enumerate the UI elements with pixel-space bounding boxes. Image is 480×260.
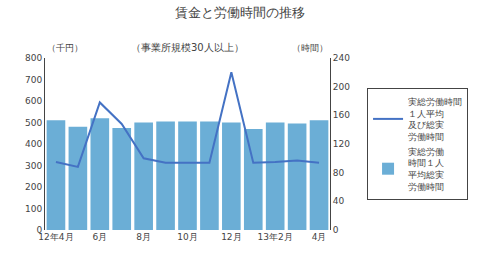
svg-text:8月: 8月 xyxy=(136,232,151,242)
svg-text:4月: 4月 xyxy=(312,232,327,242)
svg-text:13年2月: 13年2月 xyxy=(258,232,293,242)
svg-text:0: 0 xyxy=(333,225,339,235)
svg-text:300: 300 xyxy=(25,161,42,171)
svg-text:実総労働時間１人平均及び総実労働時間: 実総労働時間１人平均及び総実労働時間 xyxy=(408,97,462,142)
svg-text:100: 100 xyxy=(25,204,42,214)
svg-text:700: 700 xyxy=(25,75,42,85)
svg-text:10月: 10月 xyxy=(177,232,197,242)
svg-text:12年4月: 12年4月 xyxy=(38,232,73,242)
svg-text:（千円）: （千円） xyxy=(47,43,83,53)
svg-text:6月: 6月 xyxy=(92,232,107,242)
svg-text:600: 600 xyxy=(25,96,42,106)
svg-text:（事業所規模30人以上）: （事業所規模30人以上） xyxy=(131,42,244,53)
svg-text:800: 800 xyxy=(25,53,42,63)
svg-text:240: 240 xyxy=(333,53,350,63)
svg-text:160: 160 xyxy=(333,110,350,120)
svg-text:12月: 12月 xyxy=(221,232,241,242)
svg-text:200: 200 xyxy=(333,82,350,92)
svg-text:40: 40 xyxy=(333,196,345,206)
svg-text:（時間）: （時間） xyxy=(292,43,328,53)
svg-text:0: 0 xyxy=(36,225,42,235)
svg-text:120: 120 xyxy=(333,139,350,149)
svg-text:400: 400 xyxy=(25,139,42,149)
svg-text:実総労働時間１人平均総実労働時間: 実総労働時間１人平均総実労働時間 xyxy=(408,147,444,192)
svg-text:賃金と労働時間の推移: 賃金と労働時間の推移 xyxy=(175,5,305,20)
svg-text:80: 80 xyxy=(333,168,345,178)
svg-text:500: 500 xyxy=(25,118,42,128)
svg-text:200: 200 xyxy=(25,182,42,192)
